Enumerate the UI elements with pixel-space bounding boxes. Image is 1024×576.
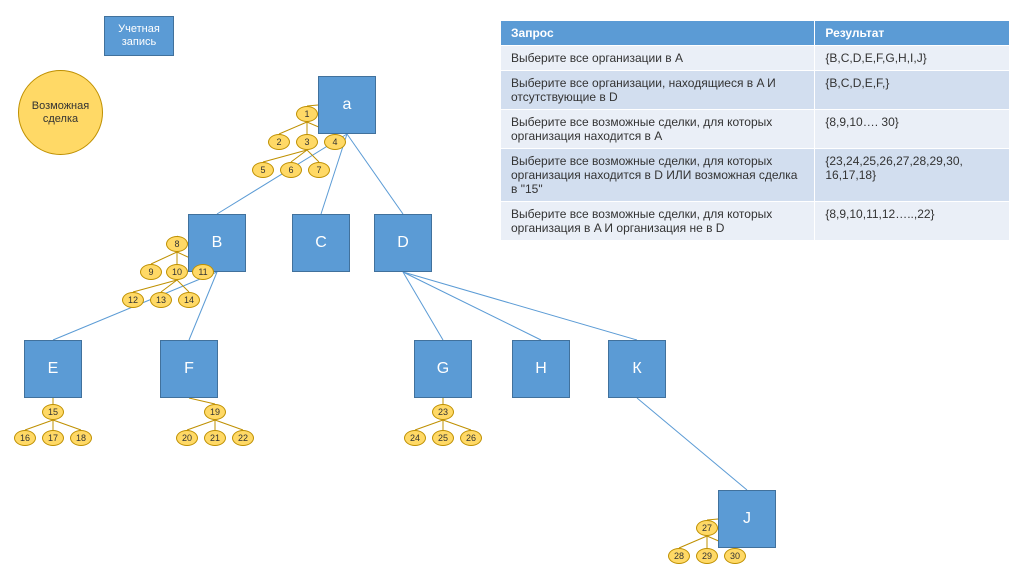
cell-result: {8,9,10,11,12…..,22} xyxy=(815,202,1010,241)
org-node-C: C xyxy=(292,214,350,272)
cell-query: Выберите все возможные сделки, для котор… xyxy=(501,110,815,149)
cell-result: {B,C,D,E,F,G,H,I,J} xyxy=(815,46,1010,71)
legend-deal-circle: Возможная сделка xyxy=(18,70,103,155)
deal-node-12: 12 xyxy=(122,292,144,308)
deal-node-28: 28 xyxy=(668,548,690,564)
cell-query: Выберите все организации в A xyxy=(501,46,815,71)
table-row: Выберите все возможные сделки, для котор… xyxy=(501,202,1010,241)
deal-node-9: 9 xyxy=(140,264,162,280)
table-row: Выберите все организации в A{B,C,D,E,F,G… xyxy=(501,46,1010,71)
deal-node-17: 17 xyxy=(42,430,64,446)
org-node-K: К xyxy=(608,340,666,398)
cell-query: Выберите все возможные сделки, для котор… xyxy=(501,202,815,241)
deal-node-6: 6 xyxy=(280,162,302,178)
deal-node-2: 2 xyxy=(268,134,290,150)
legend-account-label: Учетная запись xyxy=(105,23,173,48)
deal-node-30: 30 xyxy=(724,548,746,564)
cell-result: {23,24,25,26,27,28,29,30, 16,17,18} xyxy=(815,149,1010,202)
table-row: Выберите все организации, находящиеся в … xyxy=(501,71,1010,110)
table-row: Выберите все возможные сделки, для котор… xyxy=(501,149,1010,202)
deal-node-25: 25 xyxy=(432,430,454,446)
col-header-query: Запрос xyxy=(501,21,815,46)
deal-node-26: 26 xyxy=(460,430,482,446)
org-node-J: J xyxy=(718,490,776,548)
org-node-F: F xyxy=(160,340,218,398)
cell-result: {8,9,10…. 30} xyxy=(815,110,1010,149)
org-node-a: a xyxy=(318,76,376,134)
deal-node-1: 1 xyxy=(296,106,318,122)
deal-node-20: 20 xyxy=(176,430,198,446)
query-result-table: ЗапросРезультатВыберите все организации … xyxy=(500,20,1010,241)
deal-node-18: 18 xyxy=(70,430,92,446)
org-node-B: B xyxy=(188,214,246,272)
deal-node-29: 29 xyxy=(696,548,718,564)
deal-node-14: 14 xyxy=(178,292,200,308)
deal-node-19: 19 xyxy=(204,404,226,420)
deal-node-23: 23 xyxy=(432,404,454,420)
deal-node-16: 16 xyxy=(14,430,36,446)
deal-node-24: 24 xyxy=(404,430,426,446)
deal-node-4: 4 xyxy=(324,134,346,150)
org-node-E: E xyxy=(24,340,82,398)
deal-node-21: 21 xyxy=(204,430,226,446)
cell-query: Выберите все организации, находящиеся в … xyxy=(501,71,815,110)
deal-node-3: 3 xyxy=(296,134,318,150)
deal-node-13: 13 xyxy=(150,292,172,308)
cell-result: {B,C,D,E,F,} xyxy=(815,71,1010,110)
legend-deal-label: Возможная сделка xyxy=(19,100,102,125)
deal-node-8: 8 xyxy=(166,236,188,252)
cell-query: Выберите все возможные сделки, для котор… xyxy=(501,149,815,202)
table-row: Выберите все возможные сделки, для котор… xyxy=(501,110,1010,149)
deal-node-11: 11 xyxy=(192,264,214,280)
deal-node-7: 7 xyxy=(308,162,330,178)
col-header-result: Результат xyxy=(815,21,1010,46)
deal-node-5: 5 xyxy=(252,162,274,178)
deal-node-22: 22 xyxy=(232,430,254,446)
org-node-G: G xyxy=(414,340,472,398)
deal-node-15: 15 xyxy=(42,404,64,420)
legend-account-box: Учетная запись xyxy=(104,16,174,56)
deal-node-10: 10 xyxy=(166,264,188,280)
org-node-H: H xyxy=(512,340,570,398)
org-node-D: D xyxy=(374,214,432,272)
deal-node-27: 27 xyxy=(696,520,718,536)
